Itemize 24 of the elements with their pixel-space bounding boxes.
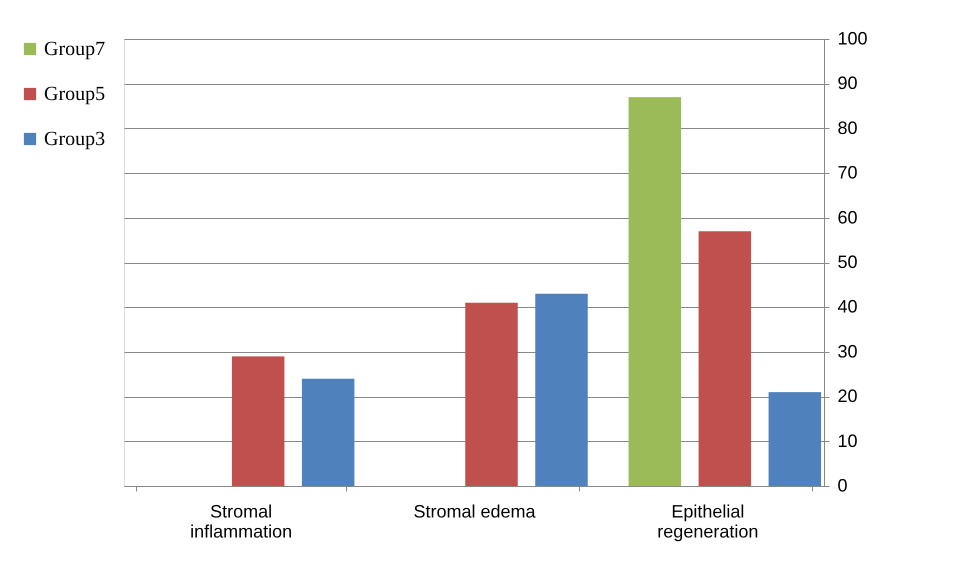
x-tick-label: Stromal inflammation: [190, 502, 292, 542]
bar: [465, 302, 518, 486]
bar: [535, 294, 588, 486]
bar: [232, 356, 284, 486]
y-tick-label: 10: [838, 430, 858, 451]
x-tick-label: Epithelial regeneration: [657, 502, 758, 542]
y-tick-label: 50: [838, 252, 858, 272]
bar: [628, 97, 682, 486]
bar: [302, 378, 354, 486]
y-tick-label: 30: [838, 341, 858, 362]
y-tick-label: 40: [838, 296, 858, 317]
legend-label: Group5: [44, 83, 106, 105]
y-tick-label: 100: [838, 28, 868, 48]
y-tick-label: 70: [838, 162, 858, 183]
legend-label: Group7: [44, 38, 106, 60]
legend-label: Group3: [44, 128, 106, 150]
bar: [768, 392, 822, 486]
y-tick-label: 60: [838, 207, 858, 228]
y-tick-label: 90: [838, 73, 858, 94]
y-tick-label: 0: [838, 476, 848, 496]
y-tick-label: 20: [838, 386, 858, 406]
y-tick-label: 80: [838, 118, 858, 138]
x-tick-label: Stromal edema: [413, 502, 537, 522]
bar: [698, 231, 752, 486]
